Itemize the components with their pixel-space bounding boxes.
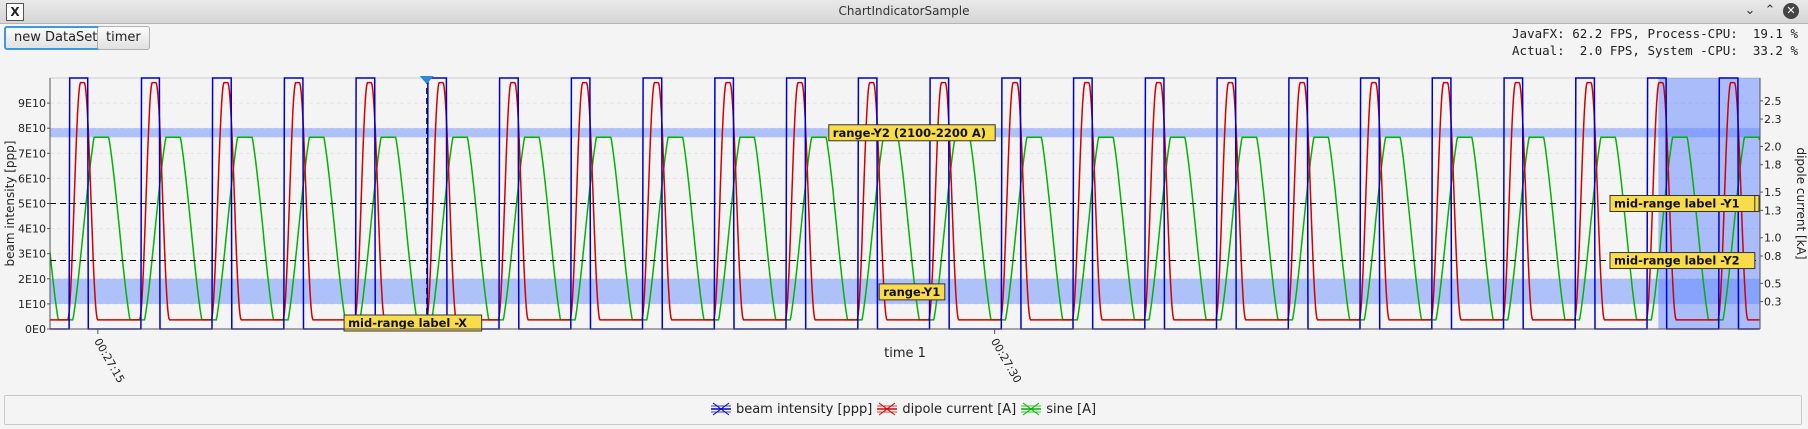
range-y2-label: range-Y2 (2100-2200 A) bbox=[833, 126, 986, 140]
legend-label: sine [A] bbox=[1046, 401, 1097, 417]
y-left-tick-label: 1E10 bbox=[18, 298, 46, 311]
close-icon[interactable]: ✕ bbox=[1783, 3, 1799, 19]
series-sine-line bbox=[49, 136, 1761, 321]
app-icon: X bbox=[6, 3, 24, 21]
value-x-label-box[interactable] bbox=[343, 314, 483, 332]
y-left-axis-label: beam intensity [ppp] bbox=[3, 141, 17, 267]
y-left-tick-label: 9E10 bbox=[18, 97, 46, 110]
legend-item: sine [A] bbox=[1020, 401, 1096, 417]
chart-legend: beam intensity [ppp] dipole current [A] si… bbox=[4, 395, 1802, 425]
value-y2-label-box[interactable] bbox=[1609, 252, 1756, 270]
fps-meter: JavaFX: 62.2 FPS, Process-CPU: 19.1 % Act… bbox=[1512, 25, 1798, 59]
value-y1-label-box[interactable] bbox=[1609, 195, 1756, 212]
y-right-tick-label: 2.3 bbox=[1764, 113, 1782, 126]
chart-canvas[interactable]: 0E0 1E10 2E10 3E10 4E10 5E10 6E10 7E10 8E10 9E10 0… bbox=[0, 55, 1808, 395]
timer-button[interactable]: timer bbox=[97, 26, 150, 50]
series-dipole-current-line bbox=[50, 81, 1760, 321]
value-x-label: mid-range label -X bbox=[348, 316, 467, 330]
y-right-tick-label: 0.3 bbox=[1764, 296, 1782, 309]
y-right-axis-label: dipole current [kA] bbox=[1794, 147, 1808, 259]
y-left-tick-label: 6E10 bbox=[18, 172, 46, 185]
window-title: ChartIndicatorSample bbox=[838, 4, 970, 18]
legend-symbol-icon bbox=[710, 402, 731, 416]
y-right-tick-label: 0.5 bbox=[1764, 277, 1782, 290]
y-right-tick-label: 1.8 bbox=[1764, 159, 1782, 172]
y-left-tick-label: 4E10 bbox=[18, 223, 46, 236]
legend-symbol-icon bbox=[877, 402, 898, 416]
legend-item: dipole current [A] bbox=[876, 401, 1016, 417]
y-right-tick-label: 2.0 bbox=[1764, 140, 1782, 153]
x-indicator-handle-icon[interactable] bbox=[419, 76, 434, 84]
y-right-tick-label: 0.8 bbox=[1764, 250, 1782, 263]
y-left-tick-label: 8E10 bbox=[18, 122, 46, 135]
value-y1-label: mid-range label -Y1 bbox=[1614, 197, 1740, 211]
x-axis-label: time 1 bbox=[884, 346, 926, 361]
legend-item: beam intensity [ppp] bbox=[710, 401, 872, 417]
range-y2-label-box[interactable] bbox=[828, 124, 996, 142]
y-left-tick-label: 2E10 bbox=[18, 273, 46, 286]
y-right-tick-label: 1.3 bbox=[1764, 204, 1782, 217]
fps-line-1: JavaFX: 62.2 FPS, Process-CPU: 19.1 % bbox=[1512, 26, 1798, 41]
window-titlebar: X ChartIndicatorSample ⌄ ⌃ ✕ bbox=[0, 0, 1808, 24]
y-left-tick-label: 7E10 bbox=[18, 147, 46, 160]
new-dataset-button[interactable]: new DataSet bbox=[4, 26, 108, 50]
y-left-tick-label: 3E10 bbox=[18, 248, 46, 261]
legend-label: beam intensity [ppp] bbox=[735, 401, 873, 417]
fps-line-2: Actual: 2.0 FPS, System -CPU: 33.2 % bbox=[1512, 43, 1798, 58]
y-left-tick-label: 5E10 bbox=[18, 198, 46, 211]
y-right-tick-label: 1.5 bbox=[1764, 186, 1782, 199]
range-y1-label: range-Y1 bbox=[883, 285, 940, 299]
y-left-tick-label: 0E0 bbox=[25, 323, 46, 336]
range-y1-label-box[interactable] bbox=[878, 283, 946, 301]
maximize-icon[interactable]: ⌃ bbox=[1764, 3, 1776, 18]
x-tick-label: 00:27:15 bbox=[91, 336, 127, 385]
minimize-icon[interactable]: ⌄ bbox=[1744, 3, 1756, 18]
legend-label: dipole current [A] bbox=[902, 401, 1017, 417]
y-right-tick-label: 1.0 bbox=[1764, 232, 1782, 245]
value-y2-label: mid-range label -Y2 bbox=[1614, 254, 1740, 268]
legend-symbol-icon bbox=[1021, 402, 1042, 416]
x-tick-label: 00:27:30 bbox=[988, 336, 1024, 385]
y-right-tick-label: 2.5 bbox=[1764, 95, 1782, 108]
